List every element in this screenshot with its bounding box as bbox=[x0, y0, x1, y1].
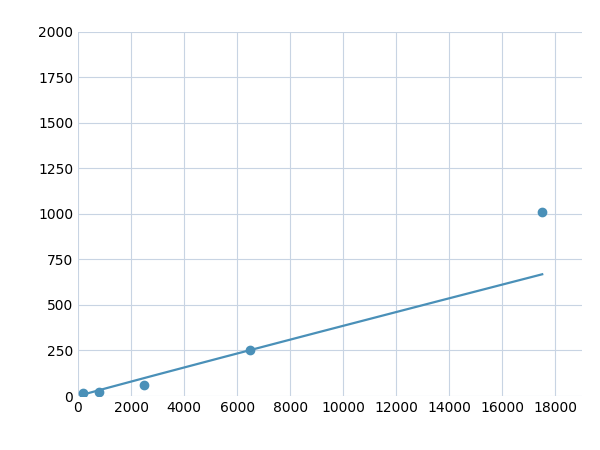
Point bbox=[245, 346, 255, 354]
Point bbox=[94, 389, 104, 396]
Point bbox=[538, 209, 547, 216]
Point bbox=[79, 390, 88, 397]
Point bbox=[140, 381, 149, 388]
